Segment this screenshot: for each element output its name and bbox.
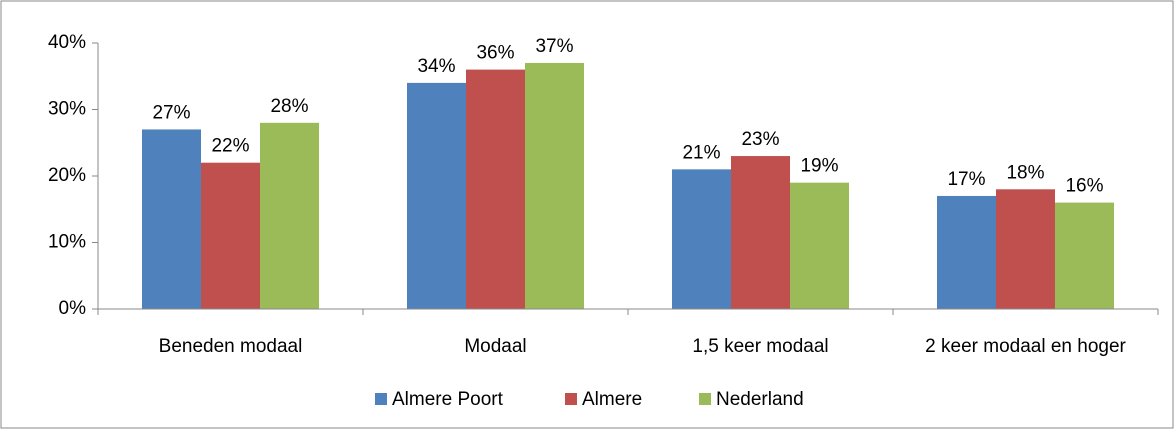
data-label: 28%	[270, 96, 308, 117]
data-label: 18%	[1006, 162, 1044, 183]
x-tick-label: 1,5 keer modaal	[692, 336, 828, 357]
legend-label: Almere Poort	[392, 389, 504, 410]
data-label: 23%	[741, 129, 779, 150]
y-tick-label: 0%	[59, 298, 87, 319]
x-tick-label: Modaal	[464, 336, 526, 357]
bar	[142, 129, 201, 309]
data-label: 16%	[1065, 176, 1103, 197]
x-tick-label: Beneden modaal	[159, 336, 303, 357]
bar	[790, 182, 849, 309]
y-tick-label: 20%	[48, 165, 86, 186]
data-label: 17%	[947, 169, 985, 190]
data-label: 36%	[476, 43, 514, 64]
bar	[731, 156, 790, 309]
bar	[996, 189, 1055, 309]
data-label: 37%	[535, 36, 573, 57]
legend-label: Almere	[582, 389, 642, 410]
bar	[937, 195, 996, 309]
bar	[672, 169, 731, 309]
data-label: 21%	[682, 142, 720, 163]
data-label: 34%	[417, 56, 455, 77]
bar	[201, 162, 260, 309]
data-label: 22%	[211, 136, 249, 157]
legend-swatch	[565, 393, 577, 405]
data-label: 19%	[800, 156, 838, 177]
x-tick-label: 2 keer modaal en hoger	[925, 336, 1126, 357]
bar	[260, 122, 319, 309]
bar	[466, 69, 525, 309]
y-tick-label: 10%	[48, 232, 86, 253]
bar	[407, 82, 466, 310]
legend-swatch	[375, 393, 387, 405]
data-label: 27%	[152, 102, 190, 123]
legend-swatch	[699, 393, 711, 405]
y-tick-label: 40%	[48, 32, 86, 53]
y-tick-label: 30%	[48, 99, 86, 120]
bar	[1055, 202, 1114, 309]
legend-label: Nederland	[716, 389, 804, 410]
bar	[525, 62, 584, 310]
